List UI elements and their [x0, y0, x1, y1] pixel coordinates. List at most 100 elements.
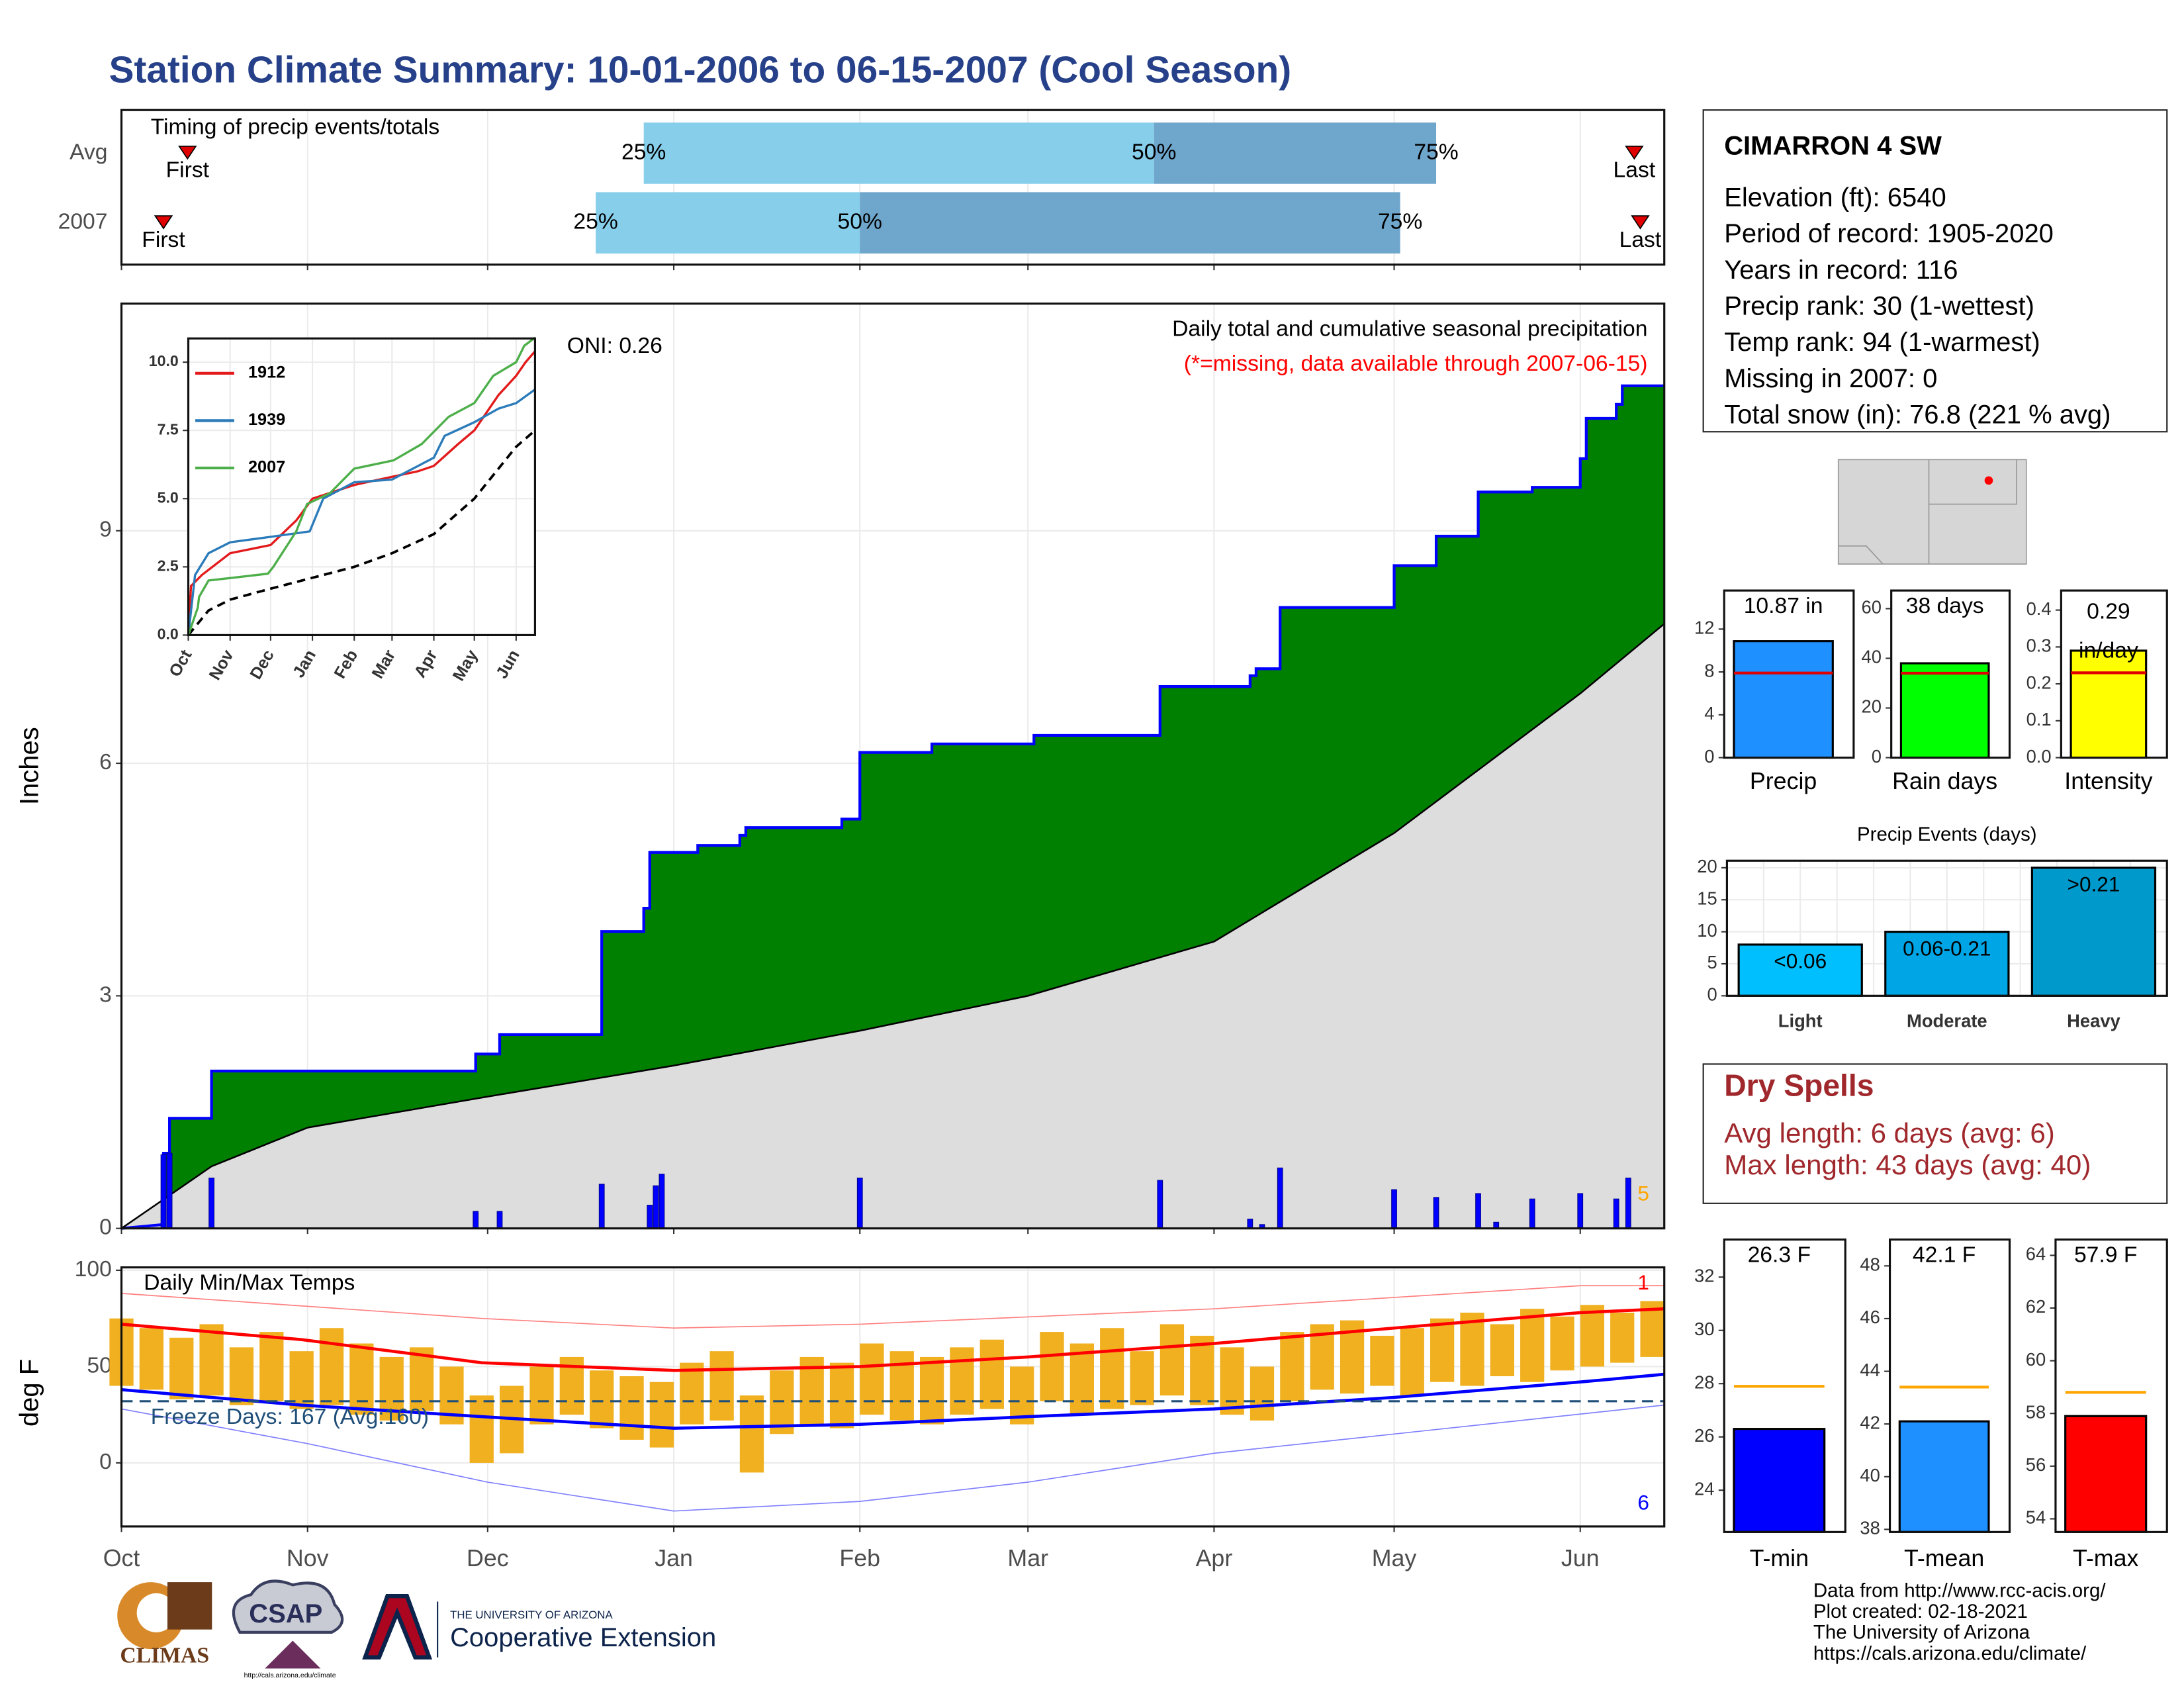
category-label: Precip: [1750, 768, 1817, 794]
station-name: CIMARRON 4 SW: [1724, 132, 1942, 161]
y-tick-label: 20: [1862, 696, 1882, 717]
y-tick-label: 0.0: [158, 626, 179, 643]
station-line: Period of record: 1905-2020: [1724, 219, 2054, 248]
x-tick-label: Nov: [287, 1545, 329, 1571]
y-tick-label: 40: [1862, 647, 1882, 667]
event-label: First: [142, 228, 185, 252]
temp-range-bar: [1190, 1335, 1214, 1405]
y-tick-label: 10: [1697, 920, 1717, 941]
event-label: Last: [1619, 228, 1662, 252]
temp-range-bar: [259, 1332, 284, 1401]
temp-range-bar: [1460, 1312, 1484, 1386]
y-tick-label: 0: [1704, 746, 1714, 767]
cumulative-line: [121, 384, 1664, 1230]
plot-frame: [1888, 1238, 2011, 1533]
plot-frame: [1725, 859, 2168, 997]
coop-text: Cooperative Extension: [450, 1623, 716, 1652]
event-marker: [154, 215, 173, 230]
temp-line: [121, 1285, 1664, 1329]
temp-range-bar: [1250, 1366, 1275, 1421]
category-label: Rain days: [1892, 768, 1997, 794]
temp-range-bar: [680, 1362, 704, 1425]
daily-bar: [473, 1211, 479, 1229]
csap-text: CSAP: [249, 1599, 322, 1628]
value-label: 42.1 F: [1913, 1243, 1976, 1268]
y-tick-label: 0.0: [2026, 746, 2052, 767]
temp-range-bar: [739, 1395, 764, 1473]
station-line: Precip rank: 30 (1-wettest): [1724, 292, 2034, 321]
y-tick-label: 2007: [58, 210, 108, 234]
average-line: [187, 429, 536, 636]
category-label: T-mean: [1904, 1545, 1984, 1571]
y-tick-label: 0.2: [2026, 672, 2052, 692]
temp-range-bar: [1040, 1332, 1064, 1401]
y-tick-label: 15: [1697, 888, 1717, 908]
bar: [2064, 1415, 2148, 1533]
chart-title: Daily total and cumulative seasonal prec…: [1172, 317, 1647, 342]
daily-bar: [856, 1178, 863, 1229]
temp-range-bar: [979, 1339, 1004, 1409]
bar: [1733, 640, 1834, 759]
event-marker: [1631, 215, 1650, 230]
bar: [1737, 943, 1863, 997]
bar: [2070, 649, 2148, 759]
y-tick-label: 8: [1704, 660, 1714, 680]
y-tick-label: 5: [1707, 952, 1717, 972]
daily-bar: [1277, 1167, 1283, 1229]
temp-range-bar: [199, 1324, 224, 1396]
page-title: Station Climate Summary: 10-01-2006 to 0…: [109, 49, 1292, 91]
temp-range-bar: [1550, 1316, 1574, 1371]
temp-range-bar: [319, 1328, 344, 1405]
y-tick-label: 0.1: [2026, 709, 2052, 729]
timing-bar: [643, 122, 1154, 184]
temp-range-bar: [1280, 1332, 1304, 1401]
plot-frame: [1723, 1238, 1846, 1533]
y-tick-label: 0: [99, 1215, 112, 1240]
temp-range-bar: [1069, 1343, 1095, 1415]
temp-line: [121, 1307, 1664, 1372]
value-label: 10.87 in: [1744, 594, 1823, 618]
percentile-label: 25%: [573, 210, 617, 234]
temp-range-bar: [649, 1382, 674, 1448]
temp-range-bar: [1130, 1351, 1154, 1405]
y-tick-label: 100: [75, 1257, 112, 1282]
x-tick-label: Feb: [839, 1545, 880, 1571]
x-tick-label: Jun: [1561, 1545, 1600, 1571]
percentile-label: 50%: [838, 210, 882, 234]
y-tick-label: Avg: [69, 140, 107, 164]
timing-bar: [596, 192, 860, 254]
plot-frame: [187, 337, 536, 636]
temp-range-bar: [169, 1337, 194, 1399]
ua-text: THE UNIVERSITY OF ARIZONA: [450, 1609, 613, 1621]
category-label: T-max: [2073, 1545, 2138, 1571]
temp-range-bar: [950, 1347, 974, 1415]
daily-bar: [496, 1211, 503, 1229]
daily-bar: [166, 1152, 173, 1229]
station-line: Elevation (ft): 6540: [1724, 183, 1946, 212]
temp-range-bar: [590, 1370, 614, 1429]
legend-label: 2007: [248, 458, 285, 477]
y-tick-label: 26: [1694, 1425, 1714, 1446]
daily-bar: [653, 1185, 659, 1229]
y-tick-label: 4: [1704, 703, 1714, 724]
timing-bar: [860, 192, 1400, 254]
chart-subtitle: (*=missing, data available through 2007-…: [1184, 352, 1648, 376]
daily-bar: [1613, 1198, 1619, 1229]
temp-range-bar: [1010, 1366, 1034, 1425]
temp-range-bar: [709, 1351, 734, 1421]
plot-frame: [2060, 589, 2168, 759]
bin-label: >0.21: [2068, 872, 2120, 896]
note-high: 1: [1637, 1270, 1649, 1294]
y-tick-label: 62: [2026, 1296, 2046, 1317]
note: 5: [1637, 1182, 1649, 1205]
y-axis-label: Inches: [15, 727, 44, 805]
dry-spells-line: Avg length: 6 days (avg: 6): [1724, 1117, 2055, 1149]
temp-range-bar: [1100, 1328, 1124, 1409]
value-label: 0.29 in/day: [2079, 600, 2138, 663]
ua-logo: THE UNIVERSITY OF ARIZONA Cooperative Ex…: [362, 1593, 716, 1660]
temp-range-bar: [919, 1356, 944, 1425]
temp-range-bar: [1490, 1324, 1514, 1376]
y-tick-label: 56: [2026, 1454, 2046, 1475]
temp-range-bar: [889, 1351, 914, 1421]
